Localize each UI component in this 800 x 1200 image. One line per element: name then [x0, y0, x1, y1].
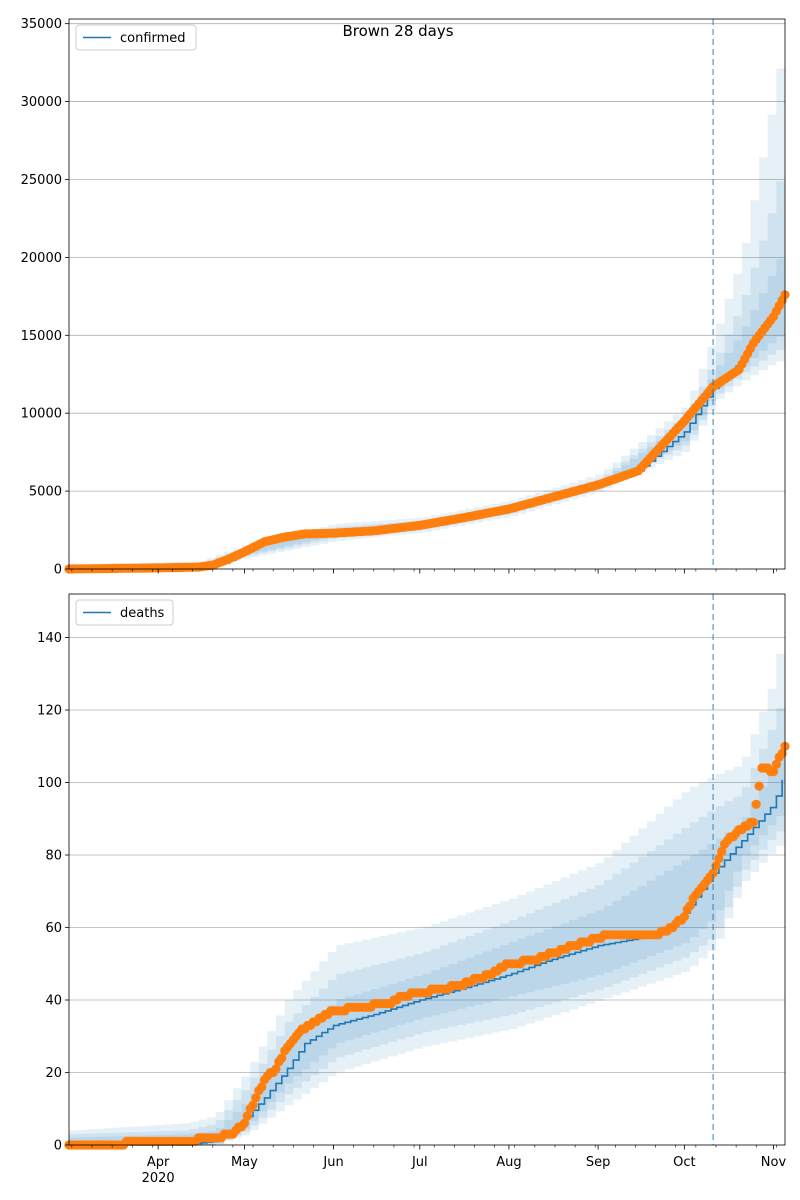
y-tick-label: 20000 [21, 251, 62, 266]
y-tick-label: 15000 [21, 329, 62, 344]
observed-point [679, 912, 690, 922]
confirmed-y-axis: 0 5000 10000 15000 20000 25000 30000 35000 [21, 17, 69, 578]
legend-label-confirmed: confirmed [120, 31, 186, 46]
axes-spine [68, 18, 786, 570]
observed-point [777, 748, 787, 759]
observed-point [754, 781, 764, 791]
y-tick-label: 35000 [21, 17, 62, 32]
legend-box [75, 599, 174, 626]
confirmed-axes-frame [68, 18, 786, 570]
figure-title: Brown 28 days [342, 22, 453, 40]
deaths-legend: deaths [75, 599, 174, 626]
observed-point [277, 1053, 287, 1063]
confirmed-uncertainty-bands [69, 15, 785, 570]
uncertainty-band [69, 735, 785, 1145]
x-tick-label: Nov [761, 1155, 787, 1170]
y-tick-label: 140 [37, 631, 62, 646]
observed-point [239, 1118, 249, 1128]
legend-label-deaths: deaths [120, 606, 165, 621]
confirmed-x-axis [71, 569, 777, 574]
observed-point [751, 799, 761, 809]
x-tick-label: May [231, 1155, 258, 1170]
observed-point [242, 1111, 252, 1121]
observed-point [271, 1064, 281, 1074]
deaths-uncertainty-bands [69, 594, 785, 1145]
observed-point [257, 1082, 267, 1092]
x-tick-label: Jul [411, 1155, 428, 1170]
y-tick-label: 40 [45, 994, 62, 1009]
uncertainty-band [69, 140, 785, 569]
y-tick-label: 20 [45, 1066, 62, 1081]
axes-spine [68, 593, 786, 1146]
observed-point [251, 1093, 261, 1103]
y-tick-label: 100 [37, 776, 62, 791]
confirmed-legend: confirmed [75, 24, 197, 51]
deaths-y-axis: 0 20 40 60 80 100 120 140 [37, 631, 69, 1154]
observed-point [748, 817, 759, 828]
observed-point [708, 868, 718, 878]
deaths-axes-frame [68, 593, 786, 1146]
y-tick-label: 60 [45, 921, 62, 936]
observed-point [771, 759, 782, 770]
y-tick-label: 10000 [21, 407, 62, 422]
y-tick-label: 0 [54, 563, 62, 578]
y-tick-label: 30000 [21, 95, 62, 110]
observed-point [685, 901, 695, 911]
uncertainty-band [69, 681, 785, 1145]
y-tick-label: 0 [54, 1139, 62, 1154]
uncertainty-band [69, 15, 785, 569]
y-tick-label: 25000 [21, 173, 62, 188]
y-tick-label: 120 [37, 704, 62, 719]
deaths-gridlines [69, 637, 785, 1073]
y-tick-label: 5000 [29, 485, 62, 500]
x-tick-label: Oct [673, 1155, 695, 1170]
observed-point [248, 1100, 258, 1110]
x-tick-label: Jun [322, 1155, 343, 1170]
confirmed-gridlines [69, 23, 785, 492]
observed-point [714, 854, 724, 864]
x-tick-year-label: 2020 [142, 1171, 175, 1186]
observed-point [717, 846, 727, 857]
uncertainty-band [69, 594, 785, 1145]
legend-box [75, 24, 197, 51]
confirmed-panel: 0 5000 10000 15000 20000 25000 30000 35000 conf… [21, 15, 790, 578]
confirmed-observed-points [64, 290, 790, 574]
x-tick-label: Apr [147, 1155, 170, 1170]
x-tick-label: Aug [496, 1155, 521, 1170]
observed-point [768, 767, 779, 777]
y-tick-label: 80 [45, 849, 62, 864]
x-tick-label: Sep [586, 1155, 611, 1170]
